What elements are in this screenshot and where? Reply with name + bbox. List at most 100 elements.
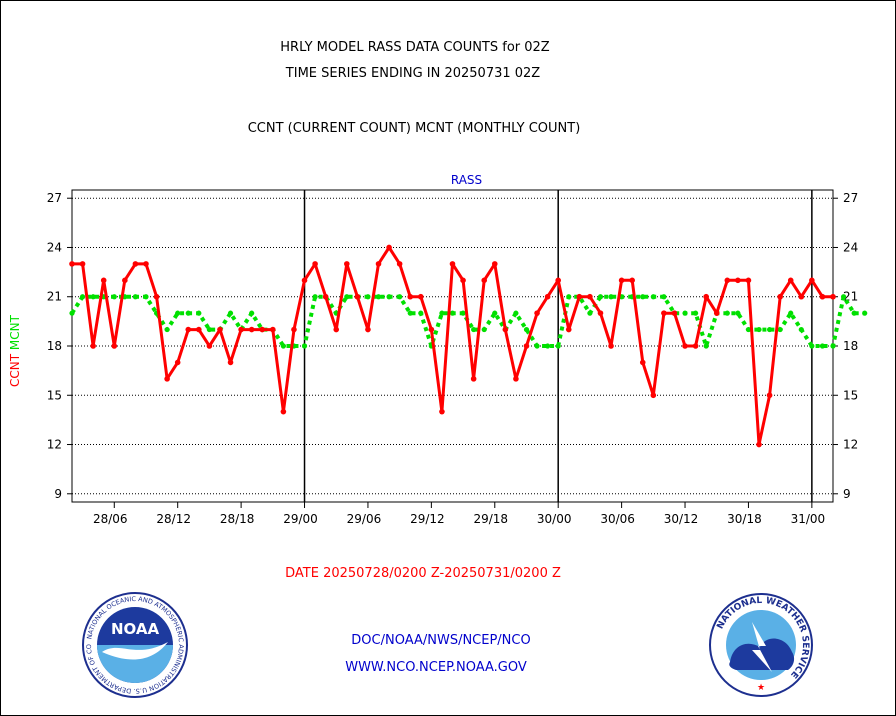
data-point-ccnt bbox=[417, 293, 424, 300]
data-point-ccnt bbox=[333, 326, 340, 333]
series-line-mcnt bbox=[70, 294, 865, 348]
data-point-ccnt bbox=[713, 310, 720, 316]
data-point-mcnt bbox=[513, 310, 519, 316]
chart-title-line1: HRLY MODEL RASS DATA COUNTS for 02Z bbox=[280, 40, 550, 55]
x-tick-label: 29/06 bbox=[347, 512, 382, 526]
data-point-ccnt bbox=[481, 277, 488, 284]
data-point-ccnt bbox=[386, 244, 392, 251]
chart-title-line3: CCNT (CURRENT COUNT) MCNT (MONTHLY COUNT… bbox=[247, 121, 581, 136]
data-point-mcnt bbox=[682, 310, 688, 316]
data-point-ccnt bbox=[174, 359, 181, 366]
data-point-ccnt bbox=[703, 293, 709, 300]
date-range-label: DATE 20250728/0200 Z-20250731/0200 Z bbox=[285, 566, 561, 581]
data-point-ccnt bbox=[79, 261, 86, 267]
x-tick-label: 31/00 bbox=[791, 512, 826, 526]
x-tick-label: 29/00 bbox=[283, 512, 318, 526]
y-tick-label-left: 24 bbox=[47, 240, 62, 254]
data-point-ccnt bbox=[513, 376, 519, 382]
x-tick-label: 28/18 bbox=[220, 512, 255, 526]
data-point-mcnt bbox=[196, 310, 202, 316]
y-axis-label: CCNT MCNT bbox=[8, 314, 22, 387]
x-tick-label: 29/18 bbox=[473, 512, 508, 526]
data-point-ccnt bbox=[639, 359, 646, 366]
data-point-mcnt bbox=[90, 294, 96, 300]
data-point-mcnt bbox=[756, 326, 762, 333]
x-tick-label: 30/00 bbox=[537, 512, 572, 526]
data-point-ccnt bbox=[565, 326, 572, 333]
data-point-mcnt bbox=[418, 310, 424, 316]
y-tick-label-left: 18 bbox=[47, 339, 62, 353]
data-point-ccnt bbox=[238, 326, 244, 333]
data-point-ccnt bbox=[460, 277, 466, 284]
data-point-ccnt bbox=[206, 343, 213, 349]
data-point-mcnt bbox=[566, 294, 572, 300]
data-point-ccnt bbox=[830, 293, 836, 300]
data-point-mcnt bbox=[143, 294, 149, 300]
data-point-ccnt bbox=[291, 326, 297, 333]
data-point-ccnt bbox=[523, 343, 530, 349]
data-point-ccnt bbox=[671, 310, 678, 316]
data-point-ccnt bbox=[354, 293, 361, 300]
y-tick-label-right: 9 bbox=[843, 487, 851, 501]
data-point-ccnt bbox=[587, 293, 593, 300]
data-point-ccnt bbox=[470, 376, 477, 382]
data-point-ccnt bbox=[365, 326, 371, 333]
data-point-ccnt bbox=[491, 261, 498, 267]
data-point-mcnt bbox=[788, 310, 794, 316]
data-point-ccnt bbox=[724, 277, 731, 284]
data-point-mcnt bbox=[851, 310, 857, 316]
chart-title-line2: TIME SERIES ENDING IN 20250731 02Z bbox=[285, 66, 541, 81]
chart-subtitle: RASS bbox=[451, 173, 482, 187]
data-point-ccnt bbox=[534, 310, 540, 316]
data-point-mcnt bbox=[840, 294, 847, 300]
y-tick-label-left: 12 bbox=[47, 438, 62, 452]
data-point-mcnt bbox=[545, 343, 551, 349]
data-point-ccnt bbox=[787, 277, 794, 284]
x-tick-label: 30/12 bbox=[664, 512, 699, 526]
data-point-mcnt bbox=[439, 310, 445, 316]
data-point-mcnt bbox=[249, 310, 255, 316]
data-point-mcnt bbox=[640, 294, 646, 300]
data-point-ccnt bbox=[100, 277, 107, 284]
data-point-ccnt bbox=[756, 441, 762, 448]
data-point-mcnt bbox=[164, 326, 170, 333]
data-point-ccnt bbox=[576, 293, 583, 300]
noaa-emblem-icon: NOAA NATIONAL OCEANIC AND ATMOSPHERIC AD… bbox=[80, 590, 188, 698]
data-point-ccnt bbox=[344, 261, 350, 267]
y-tick-label-left: 21 bbox=[47, 290, 62, 304]
data-point-ccnt bbox=[449, 261, 456, 267]
data-point-mcnt bbox=[735, 310, 741, 316]
data-point-ccnt bbox=[629, 277, 635, 284]
data-point-ccnt bbox=[322, 293, 329, 300]
x-tick-label: 28/06 bbox=[93, 512, 128, 526]
data-point-mcnt bbox=[175, 310, 181, 316]
data-point-ccnt bbox=[143, 261, 149, 267]
data-point-mcnt bbox=[449, 310, 456, 316]
noaa-logo-text: NOAA bbox=[111, 620, 160, 638]
data-point-mcnt bbox=[587, 310, 593, 316]
data-point-mcnt bbox=[703, 343, 709, 349]
data-point-mcnt bbox=[79, 294, 86, 300]
data-point-mcnt bbox=[745, 326, 752, 333]
data-point-ccnt bbox=[248, 326, 255, 333]
y-tick-label-right: 27 bbox=[843, 191, 858, 205]
data-point-mcnt bbox=[777, 326, 783, 333]
data-point-mcnt bbox=[608, 294, 614, 300]
data-point-ccnt bbox=[555, 277, 561, 284]
org-line: DOC/NOAA/NWS/NCEP/NCO bbox=[351, 633, 531, 648]
data-point-mcnt bbox=[692, 310, 699, 316]
data-point-ccnt bbox=[227, 359, 234, 366]
y-tick-label-right: 15 bbox=[843, 388, 858, 402]
data-point-mcnt bbox=[523, 326, 530, 333]
data-point-ccnt bbox=[270, 326, 276, 333]
data-point-mcnt bbox=[386, 294, 392, 300]
data-point-ccnt bbox=[428, 326, 435, 333]
data-point-mcnt bbox=[280, 343, 286, 349]
y-tick-label-left: 27 bbox=[47, 191, 62, 205]
data-point-ccnt bbox=[819, 293, 826, 300]
data-point-ccnt bbox=[69, 261, 75, 267]
data-point-mcnt bbox=[206, 326, 213, 333]
nws-emblem-icon: NATIONAL WEATHER SERVICE ★ bbox=[709, 593, 813, 697]
y-tick-label-left: 9 bbox=[54, 487, 62, 501]
